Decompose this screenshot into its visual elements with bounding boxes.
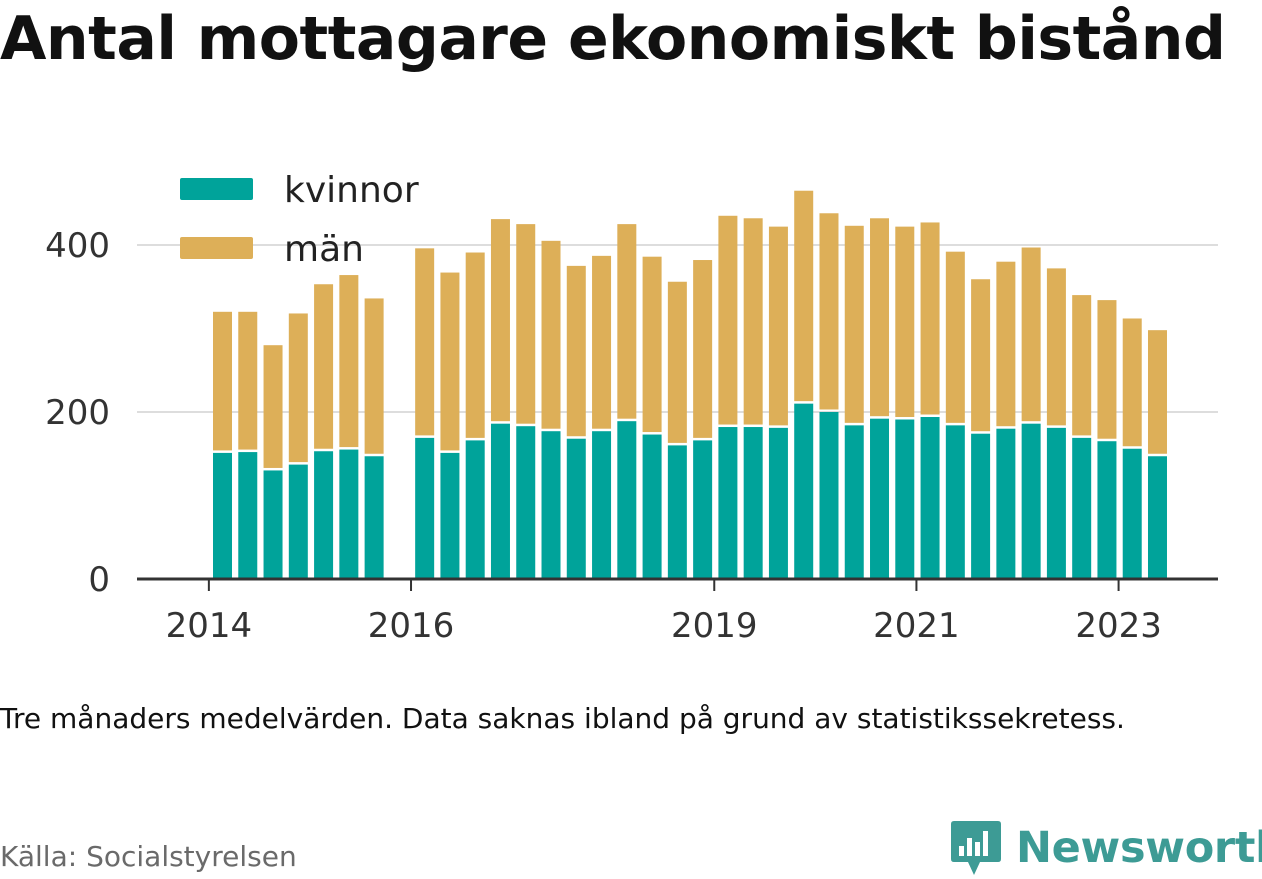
bar-kvinnor — [1097, 441, 1117, 579]
bar-kvinnor — [1147, 456, 1167, 579]
bar-man — [1021, 247, 1041, 422]
y-tick-label: 400 — [45, 226, 110, 266]
x-ticks: 2014 2016 2019 2021 2023 — [166, 579, 1162, 646]
legend-swatch-kvinnor — [180, 178, 253, 200]
bars — [213, 190, 1167, 579]
bar-man — [1147, 330, 1167, 454]
bar-kvinnor — [263, 470, 283, 579]
bar-man — [895, 226, 915, 418]
bar-man — [516, 224, 536, 424]
bar-kvinnor — [617, 421, 637, 579]
bar-kvinnor — [490, 423, 510, 579]
bar-man — [844, 225, 864, 423]
bar-man — [768, 226, 788, 426]
y-tick-label: 0 — [88, 560, 110, 600]
bar-kvinnor — [642, 434, 662, 579]
x-tick-label: 2014 — [166, 606, 253, 646]
bar-man — [364, 298, 384, 454]
bar-man — [617, 224, 637, 419]
bar-kvinnor — [693, 440, 713, 579]
bar-man — [819, 213, 839, 410]
bar-kvinnor — [1122, 448, 1142, 579]
bar-kvinnor — [920, 417, 940, 579]
bar-man — [566, 265, 586, 437]
bar-kvinnor — [819, 412, 839, 579]
bar-kvinnor — [339, 449, 359, 579]
bar-man — [339, 275, 359, 448]
bar-man — [642, 256, 662, 433]
bar-kvinnor — [870, 418, 890, 579]
bar-kvinnor — [971, 433, 991, 579]
x-tick-label: 2021 — [873, 606, 960, 646]
bar-kvinnor — [895, 419, 915, 579]
bar-man — [440, 272, 460, 451]
bar-man — [592, 255, 612, 429]
bar-kvinnor — [364, 456, 384, 579]
bar-kvinnor — [718, 427, 738, 579]
bar-kvinnor — [288, 464, 308, 579]
x-tick-label: 2016 — [368, 606, 455, 646]
bar-kvinnor — [566, 438, 586, 579]
bar-man — [541, 240, 561, 429]
bar-kvinnor — [213, 452, 232, 579]
bar-man — [213, 311, 232, 451]
bar-man — [238, 311, 258, 450]
bar-man — [870, 218, 890, 417]
x-tick-label: 2023 — [1075, 606, 1162, 646]
legend-label-kvinnor: kvinnor — [284, 170, 419, 211]
bar-man — [1072, 295, 1092, 436]
bar-kvinnor — [667, 445, 687, 579]
bar-kvinnor — [945, 425, 965, 579]
bar-kvinnor — [465, 440, 485, 579]
bar-man — [490, 219, 510, 422]
bar-man — [794, 190, 814, 402]
bar-kvinnor — [440, 452, 460, 579]
bar-kvinnor — [592, 431, 612, 579]
bar-kvinnor — [768, 427, 788, 579]
bar-man — [971, 279, 991, 432]
brand-name: Newsworthy — [1016, 823, 1262, 873]
chart-note: Tre månaders medelvärden. Data saknas ib… — [0, 702, 1125, 735]
bar-kvinnor — [1072, 437, 1092, 579]
chart-title: Antal mottagare ekonomiskt bistånd — [0, 4, 1226, 74]
bar-man — [314, 284, 334, 449]
bar-man — [1122, 318, 1142, 447]
bar-kvinnor — [1021, 423, 1041, 579]
bar-kvinnor — [996, 428, 1016, 579]
bar-man — [743, 218, 763, 425]
source-text: Källa: Socialstyrelsen — [0, 840, 297, 873]
bar-man — [1046, 268, 1066, 426]
bar-man — [920, 222, 940, 415]
y-tick-label: 200 — [45, 393, 110, 433]
stacked-bar-chart: 2014 2016 2019 2021 2023 0 200 400 kvinnor män — [45, 170, 1218, 646]
bar-kvinnor — [541, 431, 561, 579]
bar-man — [263, 345, 283, 468]
legend: kvinnor män — [180, 170, 419, 270]
bar-kvinnor — [415, 437, 435, 579]
y-ticks: 0 200 400 — [45, 226, 110, 600]
bar-man — [1097, 300, 1117, 439]
newsworthy-logo-icon — [951, 821, 1001, 875]
brand-logo: Newsworthy — [950, 818, 1262, 878]
bar-man — [288, 313, 308, 463]
legend-swatch-man — [180, 237, 253, 259]
bar-kvinnor — [743, 427, 763, 579]
bar-kvinnor — [1046, 427, 1066, 579]
bar-kvinnor — [516, 426, 536, 579]
bar-man — [667, 281, 687, 443]
x-tick-label: 2019 — [671, 606, 758, 646]
bar-man — [945, 251, 965, 423]
bar-man — [415, 248, 435, 436]
bar-kvinnor — [314, 451, 334, 579]
bar-man — [718, 215, 738, 425]
bar-man — [996, 261, 1016, 427]
bar-man — [465, 252, 485, 438]
bar-kvinnor — [844, 425, 864, 579]
bar-kvinnor — [794, 403, 814, 579]
legend-label-man: män — [284, 229, 364, 270]
bar-kvinnor — [238, 452, 258, 579]
bar-man — [693, 260, 713, 438]
